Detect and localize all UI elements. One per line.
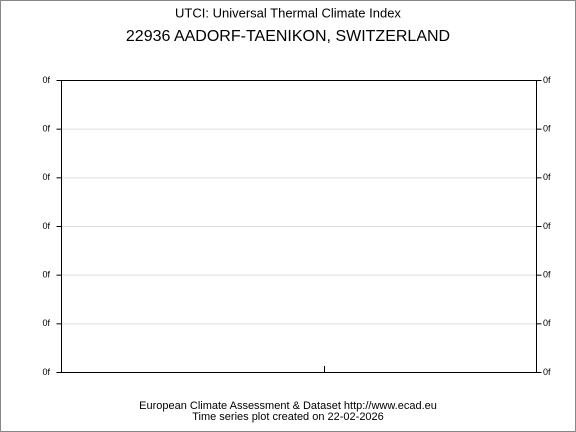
plot-border — [61, 80, 537, 373]
y-tick-label: 0f — [543, 75, 551, 85]
y-tick-label: 0f — [42, 367, 50, 377]
y-tick-label: 0f — [543, 270, 551, 280]
y-tick-label: 0f — [42, 318, 50, 328]
y-tick-label: 0f — [543, 124, 551, 134]
y-tick-label: 0f — [42, 75, 50, 85]
y-tick-label: 0f — [543, 172, 551, 182]
y-tick-label: 0f — [543, 318, 551, 328]
plot-area — [56, 80, 542, 373]
chart-title: UTCI: Universal Thermal Climate Index — [175, 5, 401, 20]
y-tick-label: 0f — [42, 221, 50, 231]
y-tick-label: 0f — [543, 367, 551, 377]
y-tick-label: 0f — [42, 270, 50, 280]
footer-line: European Climate Assessment & Dataset ht… — [139, 400, 437, 412]
footer-line: Time series plot created on 22-02-2026 — [192, 411, 384, 423]
chart-subtitle: 22936 AADORF-TAENIKON, SWITZERLAND — [126, 28, 450, 45]
y-tick-label: 0f — [543, 221, 551, 231]
y-tick-label: 0f — [42, 124, 50, 134]
y-tick-label: 0f — [42, 172, 50, 182]
